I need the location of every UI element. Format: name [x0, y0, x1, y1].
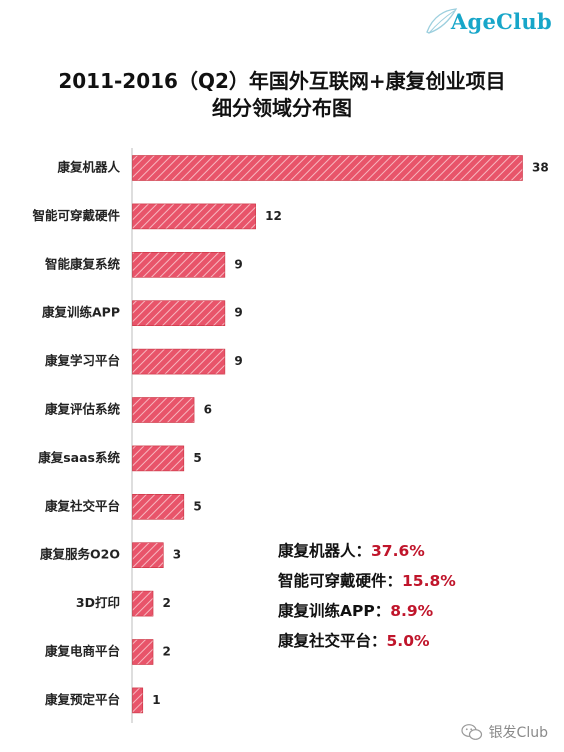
value-label: 5 [193, 499, 201, 513]
stat-value: 8.9% [390, 602, 434, 620]
category-label: 康复学习平台 [45, 353, 120, 368]
category-label: 康复训练APP [42, 305, 120, 320]
bar [132, 397, 195, 423]
category-label: 康复服务O2O [40, 547, 120, 562]
value-label: 9 [234, 257, 242, 271]
value-label: 2 [163, 596, 171, 610]
bar [132, 542, 164, 569]
value-label: 2 [163, 645, 171, 659]
bar [132, 639, 154, 665]
category-label: 智能可穿戴硬件 [31, 208, 120, 223]
bar [132, 203, 256, 230]
stat-item: 康复社交平台：5.0% [278, 626, 558, 656]
category-label: 康复机器人 [57, 160, 120, 175]
bar [132, 590, 154, 617]
category-label: 康复电商平台 [45, 644, 120, 659]
bar [132, 252, 226, 278]
bar [132, 300, 226, 326]
brand-logo: AgeClub [423, 6, 552, 36]
bar [132, 155, 523, 181]
stat-label: 康复机器人： [278, 542, 372, 560]
value-label: 5 [193, 451, 201, 465]
value-label: 9 [234, 354, 242, 368]
stat-item: 智能可穿戴硬件：15.8% [278, 566, 558, 596]
bar [132, 445, 185, 472]
wechat-icon [460, 724, 482, 740]
stats-panel: 康复机器人：37.6% 智能可穿戴硬件：15.8% 康复训练APP：8.9% 康… [278, 536, 558, 656]
stat-label: 康复训练APP： [278, 602, 391, 620]
value-label: 3 [173, 548, 181, 562]
category-label: 3D打印 [76, 595, 120, 610]
watermark-text: 银发Club [488, 725, 548, 741]
bar [132, 687, 144, 714]
category-label: 康复评估系统 [45, 402, 121, 417]
watermark: 银发Club [460, 722, 548, 742]
stat-item: 康复训练APP：8.9% [278, 596, 558, 626]
category-label: 康复社交平台 [45, 498, 120, 513]
value-label: 38 [532, 161, 549, 175]
value-label: 9 [234, 306, 242, 320]
value-label: 6 [204, 403, 212, 417]
category-label: 智能康复系统 [44, 256, 121, 271]
stat-value: 5.0% [386, 632, 430, 650]
value-label: 1 [152, 693, 160, 707]
stat-label: 智能可穿戴硬件： [278, 572, 403, 590]
category-label: 康复saas系统 [38, 450, 120, 465]
logo-text: AgeClub [450, 8, 552, 34]
stat-item: 康复机器人：37.6% [278, 536, 558, 566]
chart-title-line1: 2011-2016（Q2）年国外互联网+康复创业项目 [58, 69, 506, 93]
stat-value: 15.8% [402, 572, 456, 590]
value-label: 12 [265, 209, 282, 223]
chart-title-line2: 细分领域分布图 [212, 96, 352, 120]
leaf-icon [426, 8, 458, 34]
stat-value: 37.6% [371, 542, 425, 560]
bar [132, 348, 226, 375]
chart-title: 2011-2016（Q2）年国外互联网+康复创业项目 细分领域分布图 [0, 68, 564, 122]
stat-label: 康复社交平台： [278, 632, 387, 650]
category-label: 康复预定平台 [45, 692, 120, 707]
bar [132, 493, 185, 520]
